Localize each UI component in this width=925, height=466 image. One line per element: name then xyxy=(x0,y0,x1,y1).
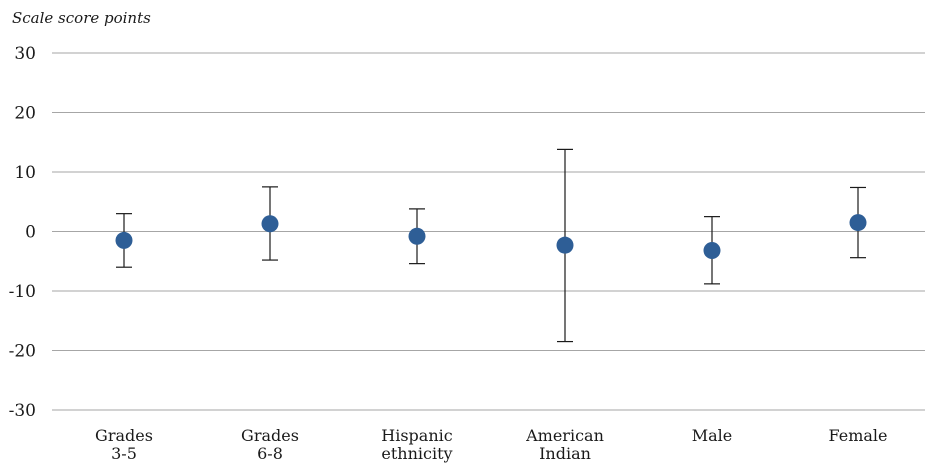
y-tick-label: -30 xyxy=(9,401,36,421)
x-category-label: Grades 6-8 xyxy=(241,426,299,463)
x-category-label-line: Hispanic xyxy=(381,426,452,445)
data-point xyxy=(408,227,426,245)
error-bars xyxy=(116,148,866,343)
x-category-label-line: Female xyxy=(829,426,888,445)
x-category-label-line: Indian xyxy=(539,444,591,463)
data-point xyxy=(261,215,279,233)
data-point xyxy=(703,242,721,260)
x-category-label: Hispanic ethnicity xyxy=(381,426,452,463)
x-category-label-line: Grades xyxy=(95,426,153,445)
x-category-label-line: 3-5 xyxy=(111,444,137,463)
y-tick-label: 10 xyxy=(14,163,36,183)
y-tick-label: -10 xyxy=(9,282,36,302)
y-axis-title: Scale score points xyxy=(12,9,151,27)
y-tick-label: -20 xyxy=(9,342,36,362)
data-point xyxy=(556,236,574,254)
data-points xyxy=(115,214,867,260)
y-tick-label: 20 xyxy=(14,104,36,124)
y-axis-ticks: 30 20 10 0 -10 -20 -30 xyxy=(9,44,36,421)
x-category-label-line: 6-8 xyxy=(257,444,283,463)
data-point xyxy=(849,214,867,232)
y-tick-label: 30 xyxy=(14,44,36,64)
data-point xyxy=(115,231,133,249)
x-category-label-line: Male xyxy=(692,426,733,445)
x-category-label-line: Grades xyxy=(241,426,299,445)
y-tick-label: 0 xyxy=(25,223,36,243)
x-category-label-line: American xyxy=(525,426,604,445)
x-category-label: Grades 3-5 xyxy=(95,426,153,463)
x-category-label: Male xyxy=(692,426,733,445)
x-category-label: Female xyxy=(829,426,888,445)
gridlines xyxy=(52,52,925,411)
x-category-label-line: ethnicity xyxy=(381,444,452,463)
x-category-label: American Indian xyxy=(525,426,604,463)
